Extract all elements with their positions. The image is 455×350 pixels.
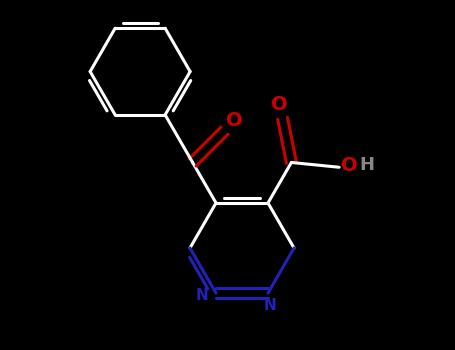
Text: N: N xyxy=(196,288,208,302)
Text: O: O xyxy=(226,111,243,130)
Text: N: N xyxy=(263,298,276,313)
Text: O: O xyxy=(341,156,358,175)
Text: H: H xyxy=(359,156,374,174)
Text: O: O xyxy=(272,95,288,114)
